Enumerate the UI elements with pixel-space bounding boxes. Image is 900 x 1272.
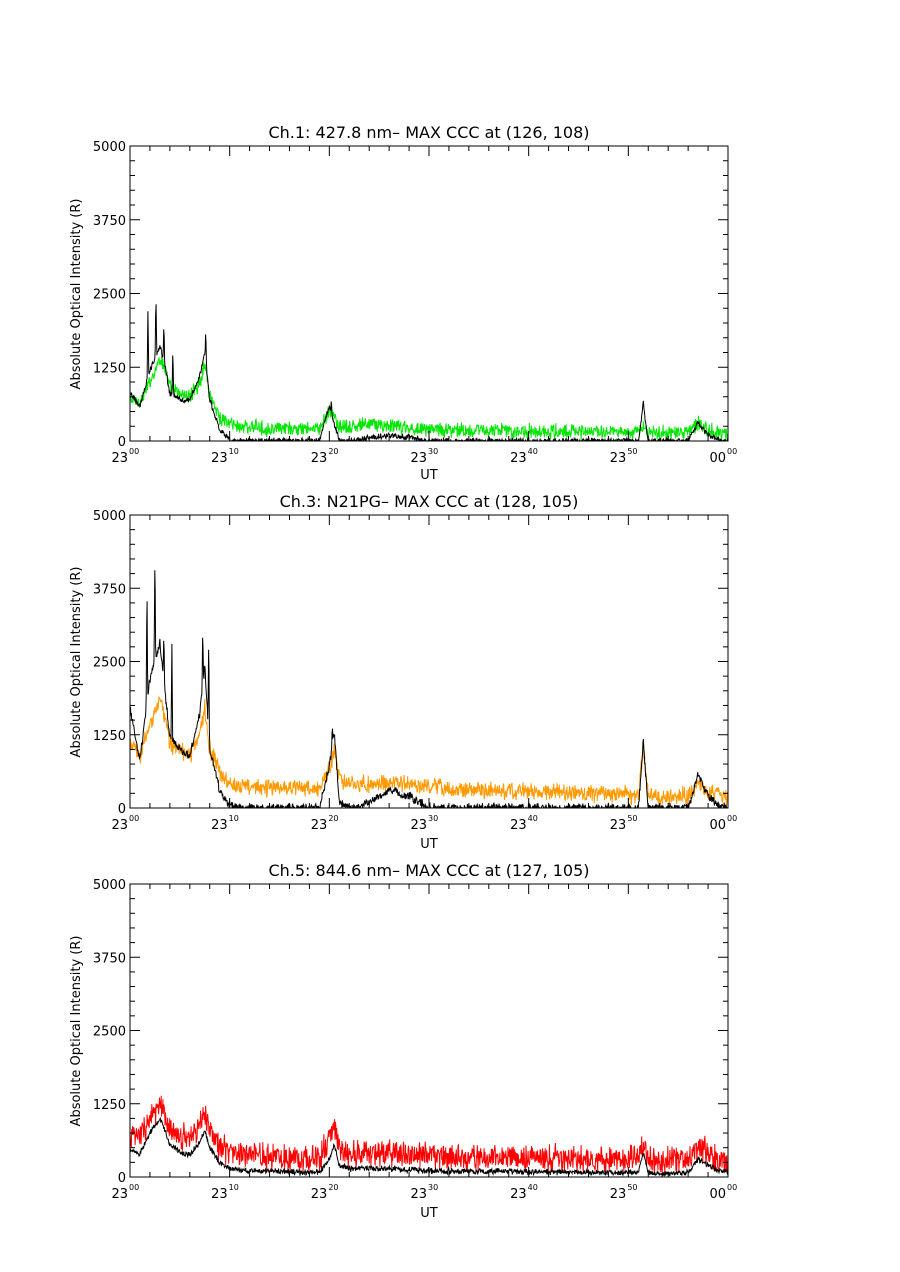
x-tick-minute: 10 — [229, 814, 239, 823]
y-tick-label: 2500 — [93, 656, 126, 671]
y-tick-label: 0 — [118, 435, 126, 450]
y-tick-label: 3750 — [93, 951, 126, 966]
x-tick-label: 23 20 — [311, 814, 339, 833]
x-tick-hour: 00 — [709, 1187, 726, 1202]
x-tick-minute: 30 — [428, 1183, 438, 1192]
x-tick-minute: 40 — [528, 447, 538, 456]
y-tick-label: 5000 — [93, 878, 126, 893]
x-tick-label: 23 50 — [610, 814, 638, 833]
y-tick-label: 2500 — [93, 288, 126, 303]
x-tick-label: 23 10 — [211, 814, 239, 833]
x-tick-minute: 10 — [229, 1183, 239, 1192]
y-tick-label: 2500 — [93, 1025, 126, 1040]
x-tick-minute: 00 — [129, 814, 139, 823]
y-axis-label: Absolute Optical Intensity (R) — [69, 567, 84, 758]
x-tick-hour: 23 — [311, 451, 328, 466]
y-tick-label: 0 — [118, 802, 126, 817]
x-tick-hour: 23 — [610, 451, 627, 466]
x-tick-hour: 23 — [311, 1187, 328, 1202]
x-tick-hour: 23 — [111, 1187, 128, 1202]
y-tick-label: 0 — [118, 1171, 126, 1186]
x-tick-label: 00 00 — [709, 1183, 737, 1202]
x-axis-label: UT — [420, 1206, 438, 1221]
y-tick-label: 3750 — [93, 214, 126, 229]
x-tick-minute: 30 — [428, 447, 438, 456]
y-tick-label: 5000 — [93, 140, 126, 155]
x-tick-hour: 23 — [510, 1187, 527, 1202]
x-tick-hour: 23 — [610, 818, 627, 833]
x-tick-hour: 23 — [111, 451, 128, 466]
x-tick-label: 23 20 — [311, 1183, 339, 1202]
x-tick-minute: 20 — [328, 814, 338, 823]
x-tick-hour: 23 — [111, 818, 128, 833]
x-axis-label: UT — [420, 837, 438, 852]
x-tick-minute: 30 — [428, 814, 438, 823]
x-tick-minute: 00 — [727, 1183, 737, 1192]
x-tick-label: 23 10 — [211, 447, 239, 466]
x-tick-label: 23 50 — [610, 1183, 638, 1202]
x-tick-minute: 50 — [627, 814, 637, 823]
x-tick-minute: 00 — [727, 814, 737, 823]
x-tick-label: 23 30 — [410, 1183, 438, 1202]
x-tick-hour: 23 — [510, 818, 527, 833]
x-tick-label: 23 20 — [311, 447, 339, 466]
x-tick-minute: 50 — [627, 447, 637, 456]
x-tick-minute: 20 — [328, 447, 338, 456]
chart-title: Ch.3: N21PG– MAX CCC at (128, 105) — [280, 492, 579, 511]
x-tick-minute: 40 — [528, 1183, 538, 1192]
x-tick-minute: 20 — [328, 1183, 338, 1192]
x-tick-label: 23 10 — [211, 1183, 239, 1202]
y-tick-label: 1250 — [93, 1098, 126, 1113]
y-tick-label: 1250 — [93, 729, 126, 744]
x-tick-label: 23 40 — [510, 447, 538, 466]
x-tick-label: 23 00 — [111, 814, 139, 833]
x-tick-label: 23 00 — [111, 1183, 139, 1202]
panel-ch3: Ch.3: N21PG– MAX CCC at (128, 105) Absol… — [69, 492, 737, 852]
x-tick-hour: 23 — [510, 451, 527, 466]
x-tick-label: 23 00 — [111, 447, 139, 466]
series-line-colored — [130, 1095, 728, 1174]
x-tick-minute: 00 — [129, 447, 139, 456]
x-tick-label: 23 40 — [510, 1183, 538, 1202]
x-tick-minute: 40 — [528, 814, 538, 823]
x-tick-hour: 23 — [410, 451, 427, 466]
x-tick-hour: 00 — [709, 451, 726, 466]
panel-ch1: Ch.1: 427.8 nm– MAX CCC at (126, 108) Ab… — [69, 123, 737, 483]
x-tick-minute: 10 — [229, 447, 239, 456]
y-axis-label: Absolute Optical Intensity (R) — [69, 936, 84, 1127]
x-tick-label: 00 00 — [709, 447, 737, 466]
y-tick-label: 3750 — [93, 582, 126, 597]
x-tick-hour: 23 — [211, 451, 228, 466]
x-tick-minute: 50 — [627, 1183, 637, 1192]
x-tick-minute: 00 — [727, 447, 737, 456]
y-tick-label: 5000 — [93, 509, 126, 524]
y-tick-label: 1250 — [93, 361, 126, 376]
x-tick-label: 23 30 — [410, 447, 438, 466]
x-tick-hour: 23 — [410, 1187, 427, 1202]
x-tick-hour: 00 — [709, 818, 726, 833]
panel-ch5: Ch.5: 844.6 nm– MAX CCC at (127, 105) Ab… — [69, 861, 737, 1221]
chart-title: Ch.5: 844.6 nm– MAX CCC at (127, 105) — [268, 861, 589, 880]
x-tick-hour: 23 — [311, 818, 328, 833]
x-tick-label: 23 30 — [410, 814, 438, 833]
x-tick-label: 00 00 — [709, 814, 737, 833]
x-tick-hour: 23 — [211, 818, 228, 833]
series-line-colored — [130, 695, 728, 806]
x-tick-hour: 23 — [410, 818, 427, 833]
x-tick-hour: 23 — [211, 1187, 228, 1202]
chart-title: Ch.1: 427.8 nm– MAX CCC at (126, 108) — [268, 123, 589, 142]
x-tick-hour: 23 — [610, 1187, 627, 1202]
y-axis-label: Absolute Optical Intensity (R) — [69, 199, 84, 390]
x-tick-minute: 00 — [129, 1183, 139, 1192]
x-tick-label: 23 40 — [510, 814, 538, 833]
x-axis-label: UT — [420, 468, 438, 483]
x-tick-label: 23 50 — [610, 447, 638, 466]
